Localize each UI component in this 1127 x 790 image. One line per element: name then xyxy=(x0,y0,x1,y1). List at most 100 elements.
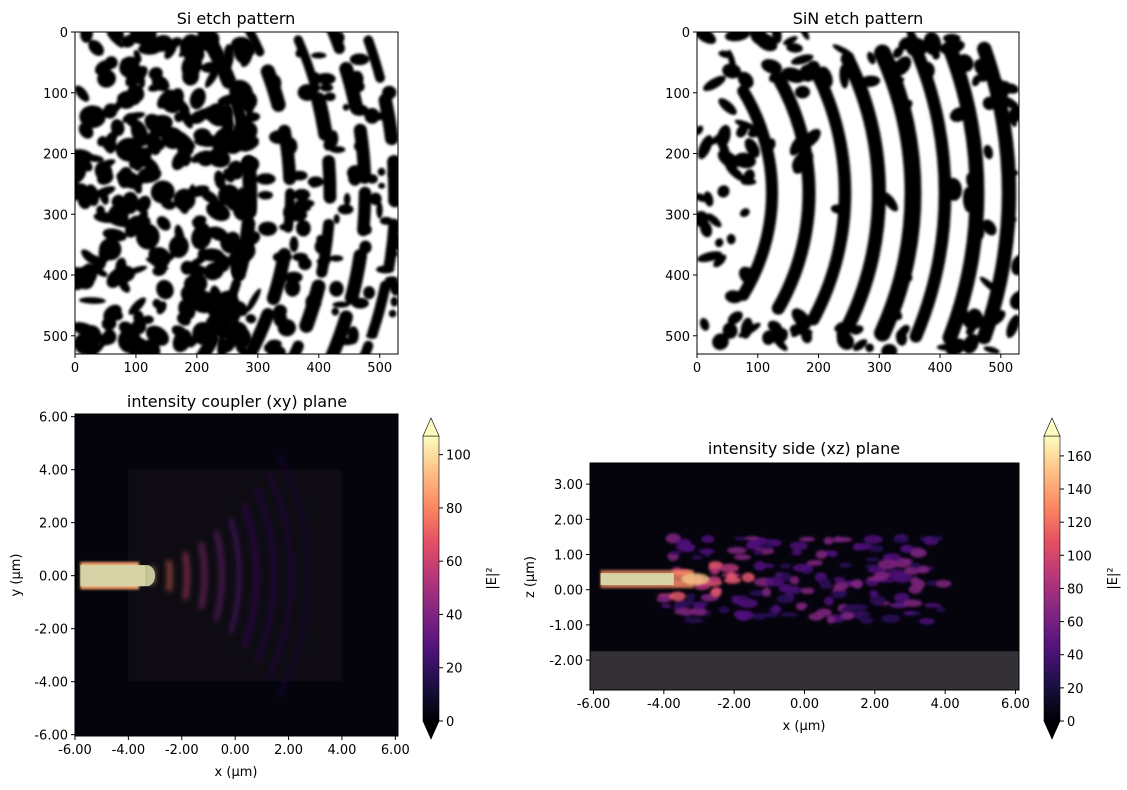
etch-blob xyxy=(242,140,259,152)
etch-blob xyxy=(1004,168,1019,177)
y-tick-label: 2.00 xyxy=(39,517,68,532)
etch-blob xyxy=(145,36,155,50)
etch-blob xyxy=(966,308,984,329)
y-tick-label: 0.00 xyxy=(39,570,68,585)
field-blob xyxy=(708,561,723,568)
etch-blob xyxy=(768,73,777,83)
y-axis-label: y (µm) xyxy=(9,554,24,597)
colorbar-tick-label: 60 xyxy=(1067,616,1084,631)
etch-blob xyxy=(865,343,874,353)
etch-blob xyxy=(832,44,855,58)
etch-blob xyxy=(97,69,116,88)
field-blob xyxy=(894,592,910,603)
etch-blob xyxy=(329,146,346,154)
etch-blob xyxy=(376,201,383,219)
etch-blob xyxy=(295,49,303,58)
etch-blob xyxy=(794,85,811,99)
y-tick-label: 100 xyxy=(43,87,68,102)
etch-blob xyxy=(363,286,375,300)
etch-blob xyxy=(898,324,910,337)
etch-blob xyxy=(739,208,750,218)
field-blob xyxy=(869,590,879,598)
field-blob xyxy=(826,615,836,624)
etch-blob xyxy=(333,214,340,224)
y-tick-label: 0 xyxy=(682,26,690,41)
etch-blob xyxy=(738,322,761,338)
x-tick-label: -6.00 xyxy=(58,743,92,758)
etch-blob xyxy=(148,247,171,269)
etch-blob xyxy=(955,71,967,92)
etch-blob xyxy=(706,213,722,228)
etch-arc xyxy=(325,310,353,354)
etch-blob xyxy=(726,233,736,245)
field-blob xyxy=(698,548,715,554)
etch-blob xyxy=(734,119,757,131)
field-blob xyxy=(877,559,898,570)
field-blob xyxy=(753,561,766,571)
etch-blob xyxy=(697,251,723,263)
field-blob xyxy=(718,606,730,614)
field-blob xyxy=(752,549,764,556)
x-tick-label: -6.00 xyxy=(577,697,611,712)
etch-blob xyxy=(155,38,168,46)
field-blob xyxy=(792,563,813,572)
field-blob xyxy=(829,590,849,596)
field-blob xyxy=(790,586,799,593)
etch-blob xyxy=(258,190,273,200)
field-blob xyxy=(891,602,906,609)
etch-blob xyxy=(180,286,196,304)
etch-blob xyxy=(311,52,327,59)
field-blob xyxy=(806,559,823,566)
etch-blob xyxy=(799,32,810,40)
etch-blob xyxy=(88,39,104,56)
field-blob xyxy=(833,576,846,583)
etch-pattern-image xyxy=(697,32,1019,354)
etch-blob xyxy=(789,134,807,156)
etch-blob xyxy=(744,138,760,158)
etch-blob xyxy=(337,204,354,215)
etch-blob xyxy=(839,64,849,89)
etch-blob xyxy=(801,329,813,344)
etch-blob xyxy=(75,267,88,287)
colorbar-extend-bottom xyxy=(422,720,440,740)
etch-blob xyxy=(379,216,393,225)
etch-blob xyxy=(349,53,370,66)
etch-blob xyxy=(359,240,372,254)
etch-blob xyxy=(718,50,733,59)
etch-blob xyxy=(181,53,203,79)
colorbar-tick-label: 20 xyxy=(446,662,463,677)
wavefront-arc xyxy=(228,517,241,634)
etch-blob xyxy=(329,130,339,147)
etch-arc xyxy=(232,216,256,282)
field-blob xyxy=(840,612,855,620)
etch-blob xyxy=(1009,106,1019,122)
etch-blob xyxy=(131,318,147,335)
etch-arc xyxy=(807,60,852,326)
y-tick-label: 100 xyxy=(665,87,690,102)
etch-blob xyxy=(297,84,317,101)
etch-blob xyxy=(101,316,117,331)
etch-blob xyxy=(130,119,149,147)
panel-intensity-xy: intensity coupler (xy) plane -6.00 -4.00-… xyxy=(9,392,500,780)
etch-blob xyxy=(338,328,345,336)
etch-blob xyxy=(124,215,142,238)
y-tick-label: -2.00 xyxy=(34,623,68,638)
etch-blob xyxy=(103,103,118,119)
etch-blob xyxy=(329,255,344,262)
field-blob xyxy=(733,554,752,561)
etch-blob xyxy=(284,278,301,297)
etch-blob xyxy=(121,35,136,48)
panel-sin-etch: SiN etch pattern 0 100 200 300 400 500 0 100 200… xyxy=(665,9,1020,376)
etch-blob xyxy=(122,112,132,124)
etch-blob xyxy=(217,334,227,354)
field-blob xyxy=(707,576,721,583)
y-tick-label: -4.00 xyxy=(34,676,68,691)
field-blob xyxy=(661,603,672,609)
etch-blob xyxy=(717,185,730,198)
wavefronts xyxy=(150,453,310,698)
etch-blob xyxy=(207,111,222,125)
field-blob xyxy=(904,566,920,576)
field-blob xyxy=(874,571,890,580)
x-tick-label: -4.00 xyxy=(647,697,681,712)
etch-blob xyxy=(316,258,331,265)
